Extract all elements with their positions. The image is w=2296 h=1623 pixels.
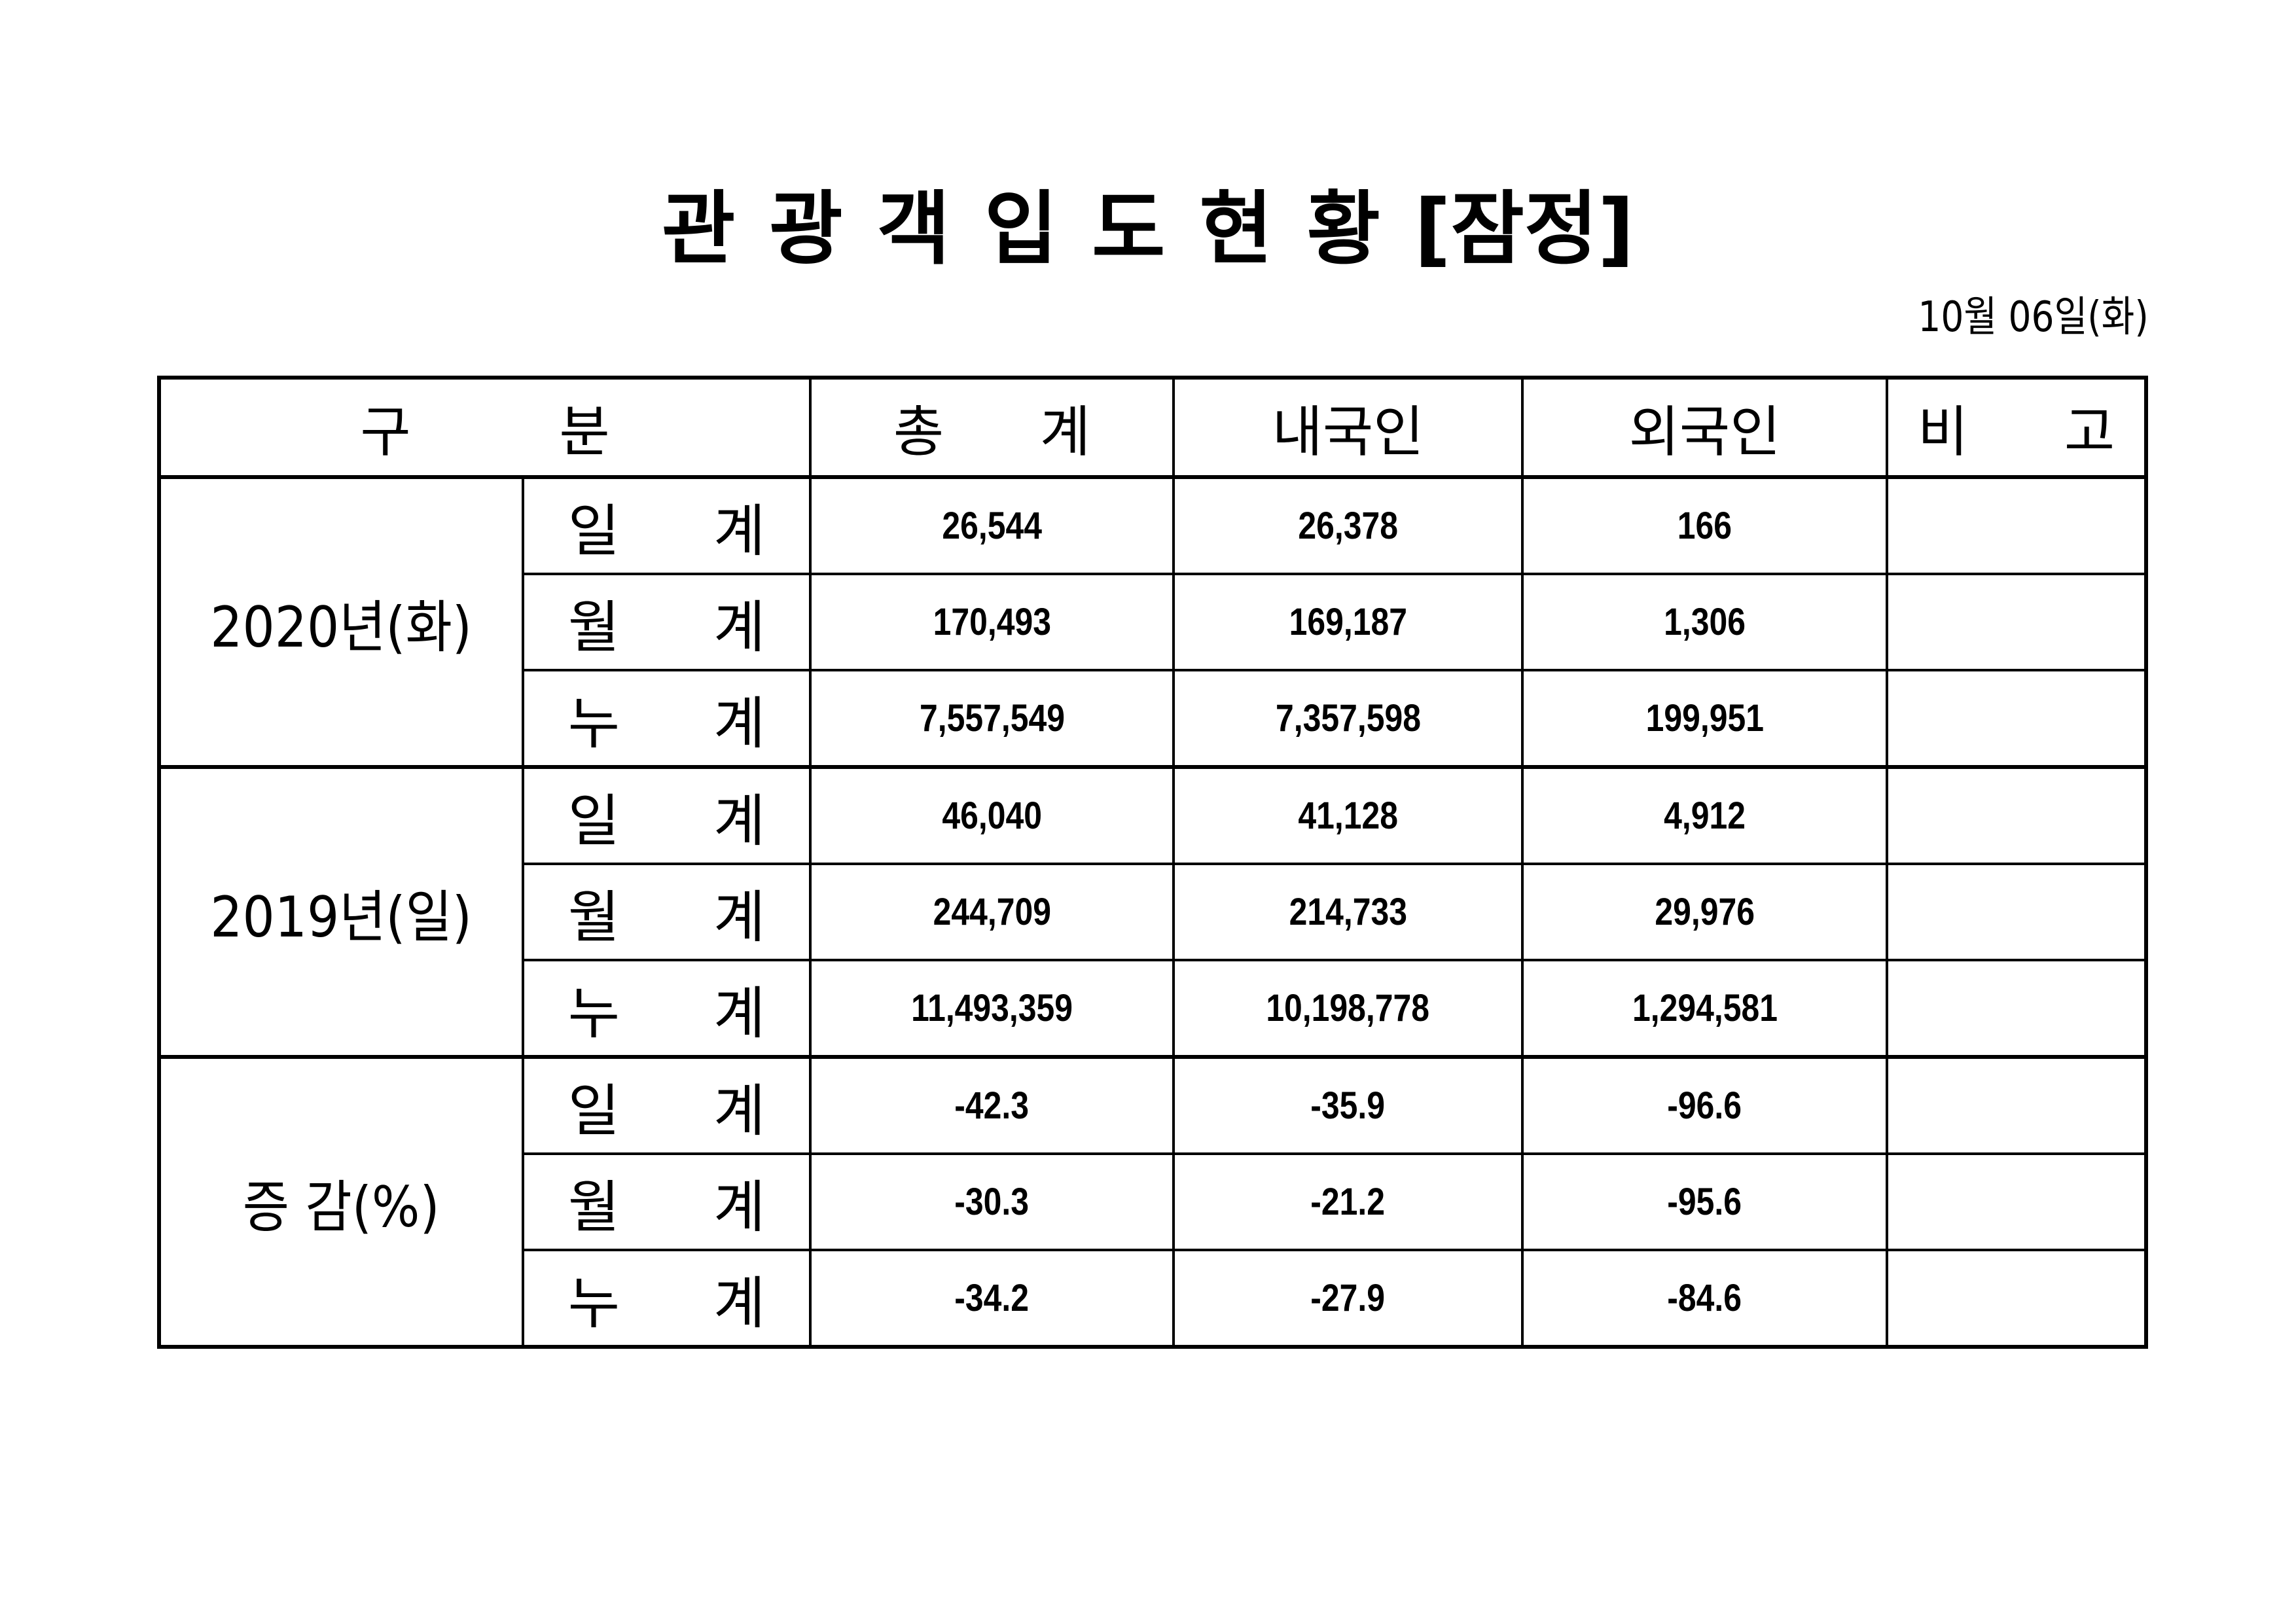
header-foreign: 외국인 — [1521, 376, 1889, 479]
cell-remarks — [1886, 573, 2148, 671]
title-char: 입 — [984, 183, 1058, 276]
cell-foreign: 29,976 — [1521, 863, 1889, 961]
cell-domestic: 7,357,598 — [1172, 669, 1524, 768]
cell-total: -34.2 — [809, 1249, 1175, 1348]
cell-domestic: -35.9 — [1172, 1055, 1524, 1155]
header-total: 총 계 — [809, 376, 1175, 479]
title-char: 광 — [769, 183, 843, 276]
cell-remarks — [1886, 1249, 2148, 1348]
table-row: 증 감(%) 일 계 -42.3 -35.9 -96.6 — [158, 1055, 2148, 1348]
sub-label-monthly: 월 계 — [521, 1152, 812, 1251]
cell-foreign: 4,912 — [1521, 765, 1889, 865]
page-title: 관 광 객 입 도 현 황 [잠정] — [0, 177, 2296, 281]
cell-total: -42.3 — [809, 1055, 1175, 1155]
cell-total: -30.3 — [809, 1152, 1175, 1251]
cell-remarks — [1886, 1152, 2148, 1251]
cell-domestic: 26,378 — [1172, 475, 1524, 575]
cell-remarks — [1886, 863, 2148, 961]
sub-label-daily: 일 계 — [521, 765, 812, 865]
table-row: 월 계 170,493 169,187 1,306 — [159, 573, 2148, 671]
title-char: 객 — [876, 183, 950, 276]
cell-domestic: 214,733 — [1172, 863, 1524, 961]
cell-foreign: 1,306 — [1521, 573, 1889, 671]
cell-foreign: 199,951 — [1521, 669, 1889, 768]
cell-foreign: -84.6 — [1521, 1249, 1889, 1348]
cell-remarks — [1886, 475, 2148, 575]
cell-total: 11,493,359 — [809, 959, 1175, 1058]
cell-remarks — [1886, 669, 2148, 768]
group-label-2019: 2019년(일) — [158, 765, 524, 1058]
cell-foreign: 1,294,581 — [1521, 959, 1889, 1058]
sub-label-monthly: 월 계 — [521, 863, 812, 961]
header-category: 구 분 — [157, 376, 812, 479]
table-row: 월 계 244,709 214,733 29,976 — [159, 863, 2148, 961]
header-domestic: 내국인 — [1172, 376, 1524, 479]
sub-label-cumulative: 누 계 — [521, 959, 812, 1058]
table-row: 누 계 -34.2 -27.9 -84.6 — [159, 1249, 2148, 1348]
title-provisional-tag: [잠정] — [1414, 183, 1634, 276]
cell-total: 170,493 — [809, 573, 1175, 671]
cell-total: 244,709 — [809, 863, 1175, 961]
sub-label-daily: 일 계 — [521, 475, 812, 575]
cell-domestic: 41,128 — [1172, 765, 1524, 865]
cell-remarks — [1886, 959, 2148, 1058]
cell-remarks — [1886, 1055, 2148, 1155]
title-char: 관 — [662, 183, 736, 276]
cell-remarks — [1886, 765, 2148, 865]
cell-domestic: -21.2 — [1172, 1152, 1524, 1251]
title-char: 도 — [1092, 183, 1166, 276]
table-row: 2019년(일) 일 계 46,040 41,128 4,912 — [158, 765, 2148, 1058]
title-char: 현 — [1199, 183, 1273, 276]
cell-domestic: 10,198,778 — [1172, 959, 1524, 1058]
sub-label-daily: 일 계 — [521, 1055, 812, 1155]
group-label-change-percent: 증 감(%) — [158, 1055, 524, 1348]
cell-total: 7,557,549 — [809, 669, 1175, 768]
header-remarks: 비 고 — [1886, 376, 2148, 479]
table-row: 누 계 11,493,359 10,198,778 1,294,581 — [159, 959, 2148, 1058]
sub-label-cumulative: 누 계 — [521, 1249, 812, 1348]
table-header-row: 구 분 총 계 내국인 외국인 비 고 — [157, 376, 2148, 479]
sub-label-monthly: 월 계 — [521, 573, 812, 671]
cell-foreign: -95.6 — [1521, 1152, 1889, 1251]
group-label-2020: 2020년(화) — [158, 475, 524, 768]
table-row: 누 계 7,557,549 7,357,598 199,951 — [159, 669, 2148, 768]
report-date: 10월 06일(화) — [1918, 293, 2149, 342]
table-row: 2020년(화) 일 계 26,544 26,378 166 — [158, 475, 2148, 768]
sub-label-cumulative: 누 계 — [521, 669, 812, 768]
title-char: 황 — [1306, 183, 1380, 276]
cell-total: 26,544 — [809, 475, 1175, 575]
cell-foreign: 166 — [1521, 475, 1889, 575]
cell-domestic: -27.9 — [1172, 1249, 1524, 1348]
cell-total: 46,040 — [809, 765, 1175, 865]
tourist-arrivals-table: 구 분 총 계 내국인 외국인 비 고 2020년(화) 일 계 26,544 … — [157, 376, 2149, 1349]
cell-domestic: 169,187 — [1172, 573, 1524, 671]
cell-foreign: -96.6 — [1521, 1055, 1889, 1155]
table-row: 월 계 -30.3 -21.2 -95.6 — [159, 1152, 2148, 1251]
